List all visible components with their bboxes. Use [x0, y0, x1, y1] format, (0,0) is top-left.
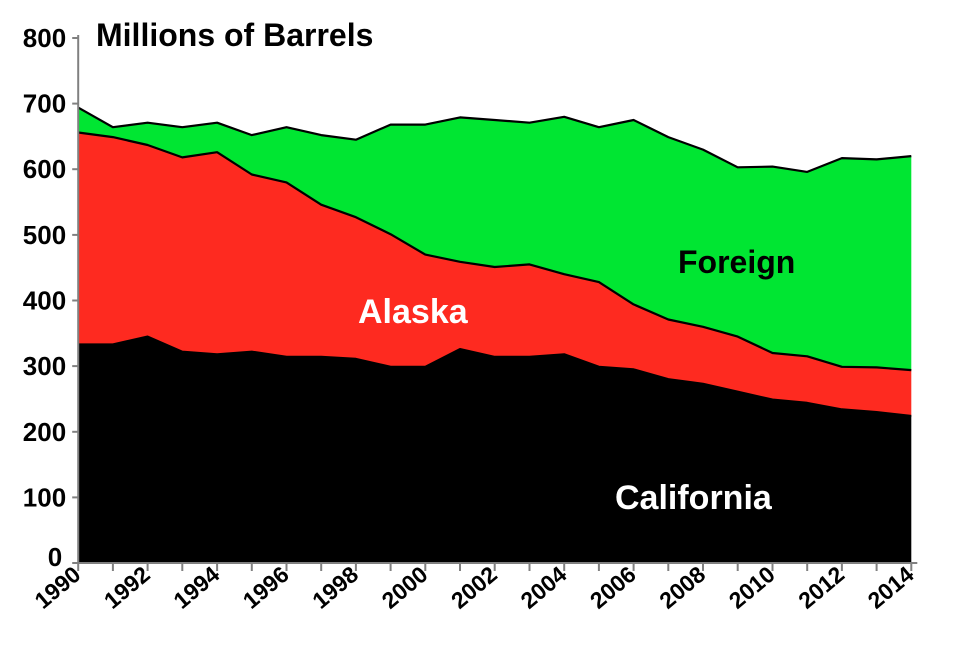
svg-text:Foreign: Foreign: [678, 244, 795, 280]
svg-text:2006: 2006: [585, 561, 641, 614]
svg-text:200: 200: [23, 417, 66, 447]
svg-text:2010: 2010: [724, 561, 780, 614]
svg-text:600: 600: [23, 154, 66, 184]
svg-text:2012: 2012: [793, 561, 849, 614]
svg-text:2002: 2002: [446, 561, 502, 614]
svg-text:California: California: [615, 479, 773, 517]
svg-text:1998: 1998: [307, 561, 363, 614]
svg-text:1994: 1994: [168, 561, 224, 614]
svg-text:2014: 2014: [863, 561, 919, 614]
svg-text:700: 700: [23, 89, 66, 119]
svg-text:1992: 1992: [99, 561, 155, 614]
svg-text:2008: 2008: [654, 561, 710, 614]
svg-text:Alaska: Alaska: [358, 293, 469, 331]
svg-text:500: 500: [23, 220, 66, 250]
svg-text:100: 100: [23, 482, 66, 512]
svg-text:1996: 1996: [238, 561, 294, 614]
svg-text:300: 300: [23, 351, 66, 381]
svg-text:Millions of Barrels: Millions of Barrels: [96, 17, 373, 53]
svg-text:800: 800: [23, 23, 66, 53]
svg-text:2000: 2000: [377, 561, 433, 614]
svg-text:400: 400: [23, 286, 66, 316]
svg-text:2004: 2004: [516, 561, 572, 614]
